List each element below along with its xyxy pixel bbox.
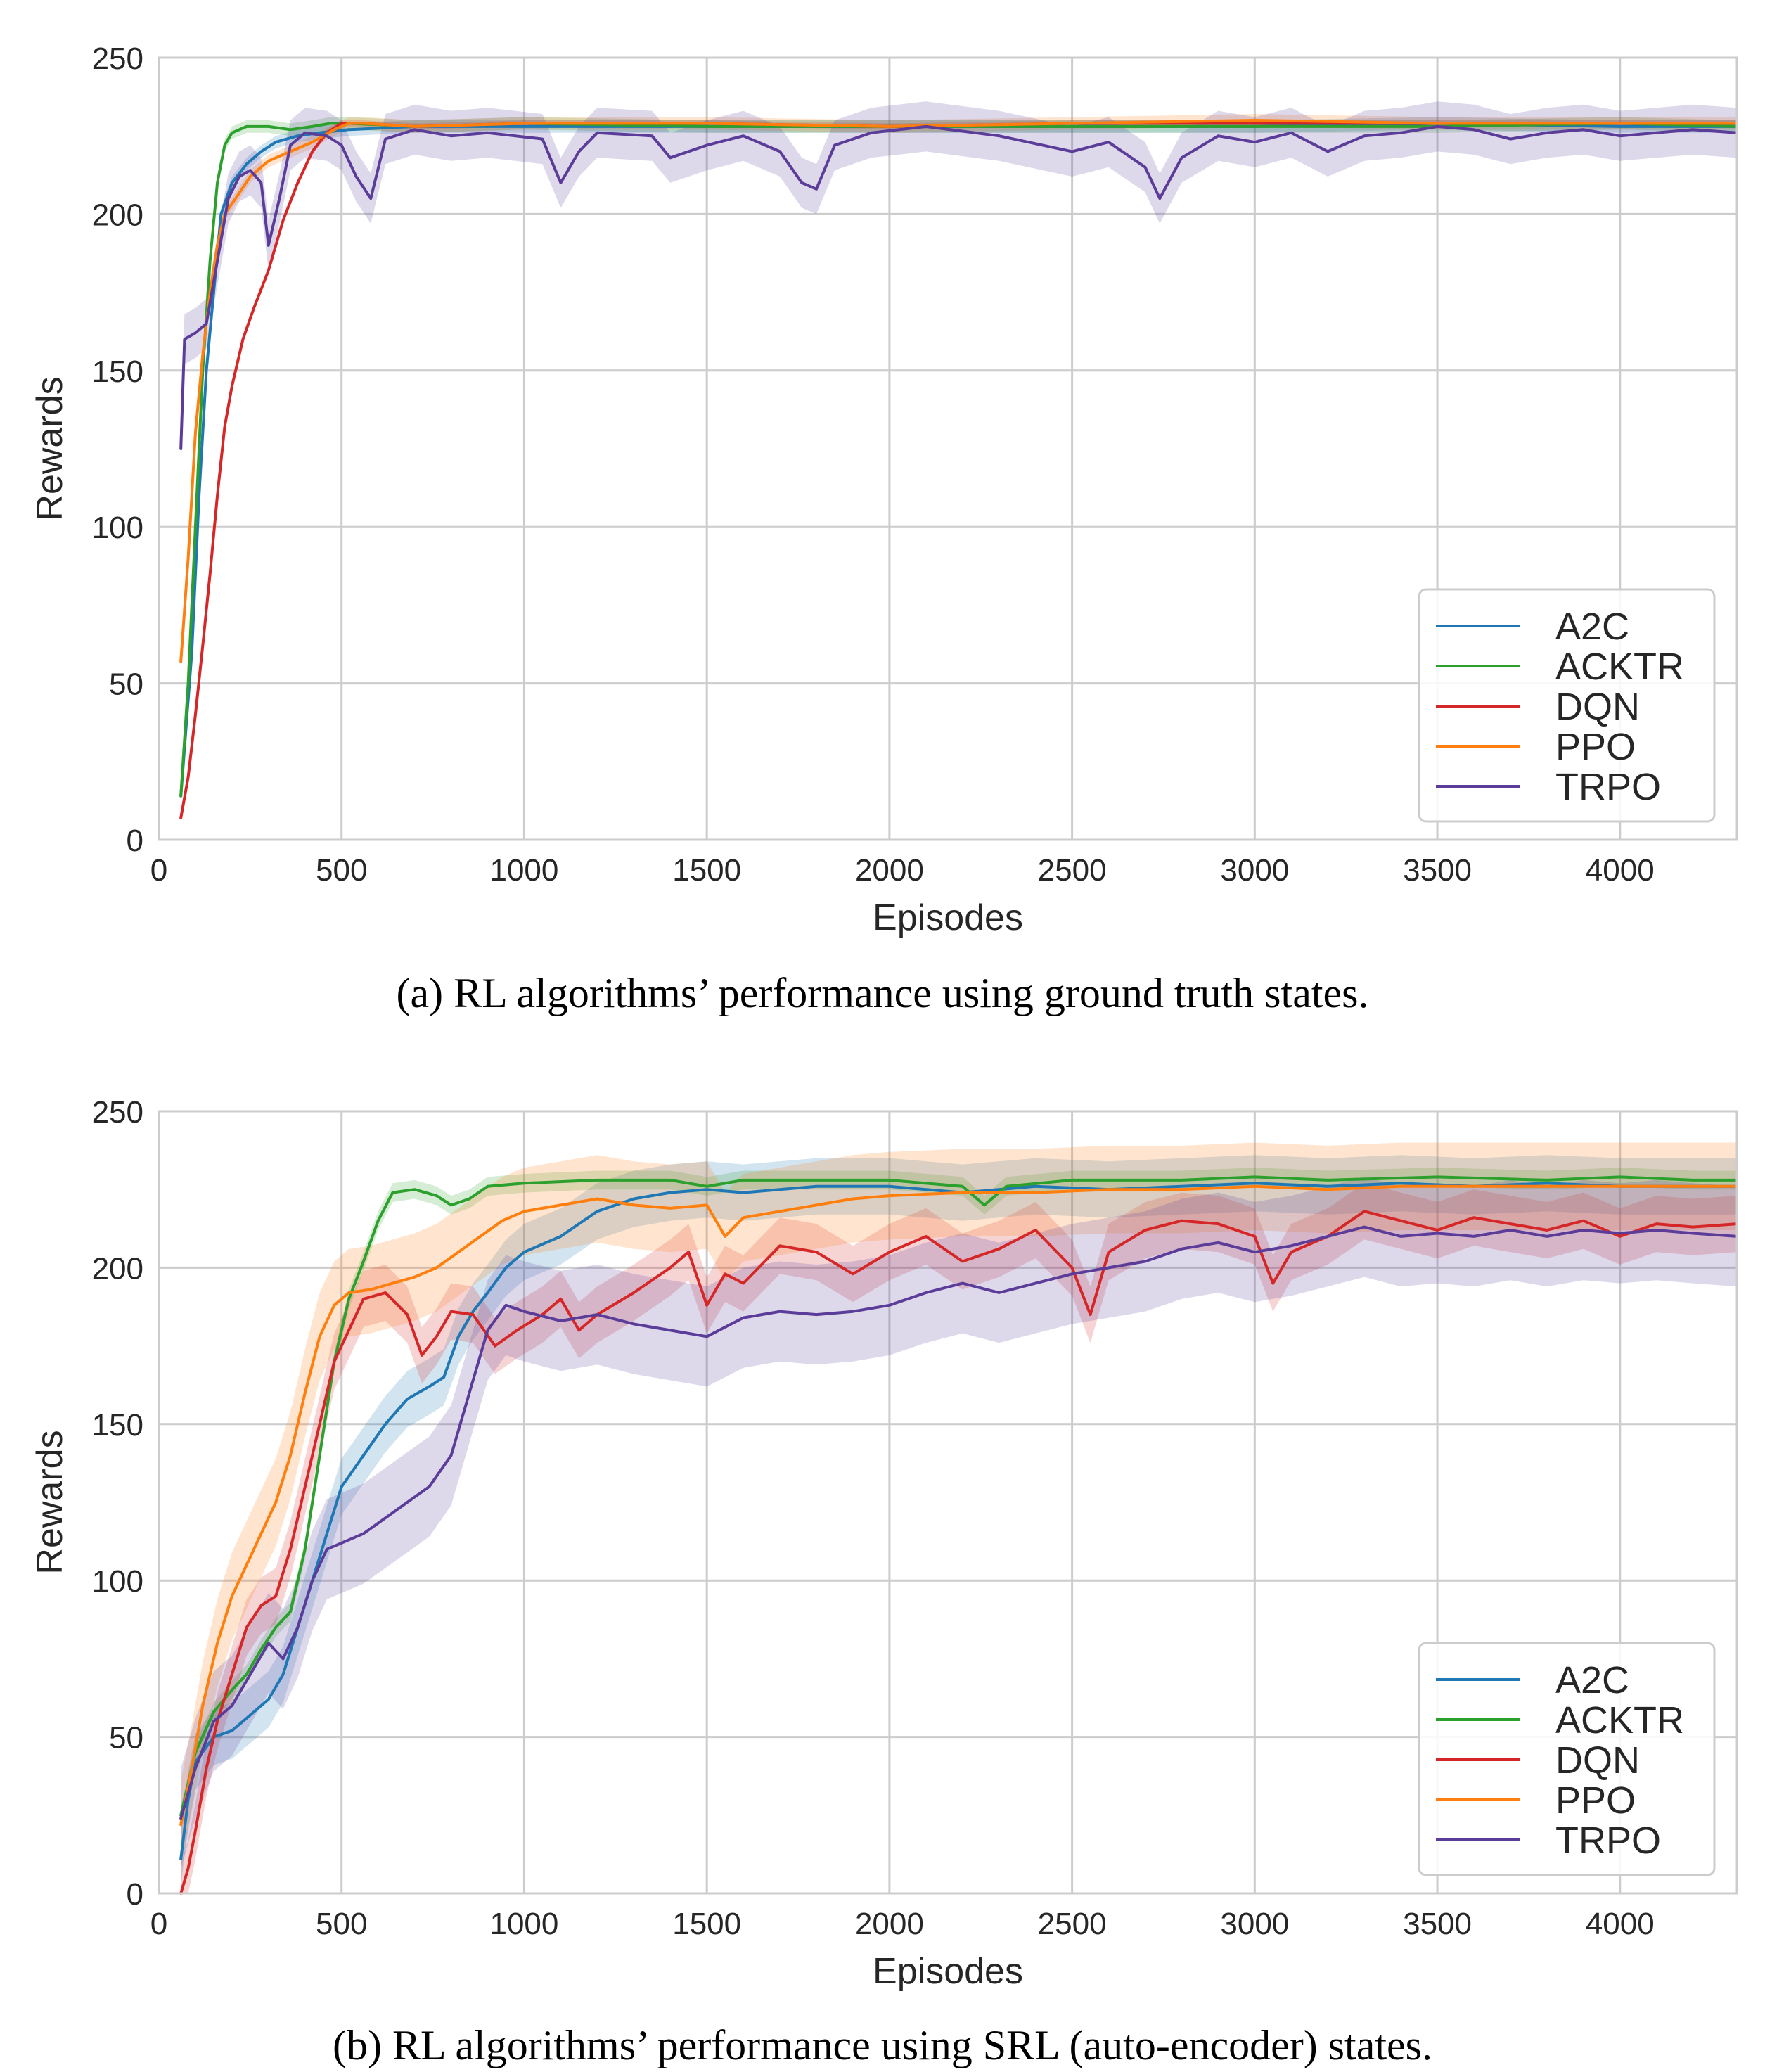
series-line-a2c (179, 1182, 1738, 1861)
x-tick-label: 1000 (489, 1907, 558, 1941)
lines-a (179, 119, 1738, 819)
series-line-dqn (179, 1210, 1738, 1895)
legend-label-ppo: PPO (1555, 1779, 1636, 1822)
legend-label-a2c: A2C (1555, 606, 1629, 648)
x-tick-label: 3500 (1403, 853, 1472, 888)
x-tick-label: 4000 (1586, 853, 1655, 888)
x-tick-label: 3500 (1403, 1907, 1472, 1941)
y-tick-label: 50 (109, 1721, 143, 1756)
y-tick-label: 150 (92, 1408, 143, 1443)
legend-box-b (1418, 1642, 1716, 1876)
y-tick-label: 0 (127, 1877, 143, 1912)
legend-label-dqn: DQN (1555, 686, 1640, 728)
x-tick-label: 2500 (1038, 853, 1107, 888)
y-tick-labels-b: 0 50 100 150 200 250 (92, 1095, 143, 1912)
y-tick-label: 250 (92, 1095, 143, 1130)
legend-label-dqn: DQN (1555, 1739, 1640, 1782)
lines-b (179, 1175, 1738, 1895)
x-tick-label: 500 (316, 1907, 367, 1941)
x-tick-label: 1500 (672, 853, 741, 888)
series-line-acktr (179, 122, 1738, 798)
x-tick-labels-b: 0 500 1000 1500 2000 2500 3000 3500 4000 (150, 1907, 1655, 1941)
x-tick-label: 0 (150, 1907, 167, 1941)
legend-label-acktr: ACKTR (1555, 1699, 1684, 1741)
x-tick-label: 1000 (489, 853, 558, 888)
legend-label-a2c: A2C (1555, 1659, 1629, 1701)
panel-b: 0 500 1000 1500 2000 2500 3000 3500 4000 0 50 100 1… (30, 1095, 1738, 2068)
y-tick-label: 250 (92, 41, 143, 76)
series-line-acktr (179, 1175, 1738, 1817)
x-tick-label: 3000 (1220, 853, 1289, 888)
legend-label-trpo: TRPO (1555, 766, 1661, 808)
x-tick-label: 1500 (672, 1907, 741, 1941)
panel-a: 0 500 1000 1500 2000 2500 3000 3500 4000 0 50 100 1… (30, 41, 1738, 1016)
y-tick-labels-a: 0 50 100 150 200 250 (92, 41, 143, 858)
y-tick-label: 200 (92, 1251, 143, 1286)
legend-label-acktr: ACKTR (1555, 646, 1684, 688)
y-axis-label-a: Rewards (30, 376, 70, 520)
legend-box-a (1418, 588, 1716, 823)
bands-b (181, 1142, 1738, 1893)
band-trpo (181, 101, 1738, 474)
y-tick-label: 100 (92, 1564, 143, 1599)
x-tick-label: 500 (316, 853, 367, 888)
y-tick-label: 150 (92, 354, 143, 389)
series-line-trpo (179, 1225, 1738, 1820)
y-tick-label: 50 (109, 667, 143, 702)
x-tick-label: 3000 (1220, 1907, 1289, 1941)
caption-b: (b) RL algorithms’ performance using SRL… (333, 2022, 1432, 2068)
series-line-ppo (179, 1184, 1738, 1827)
x-axis-label-b: Episodes (873, 1951, 1023, 1992)
plot-frame-a (158, 56, 1738, 841)
legend-label-ppo: PPO (1555, 726, 1636, 768)
x-tick-label: 0 (150, 853, 167, 888)
x-tick-labels-a: 0 500 1000 1500 2000 2500 3000 3500 4000 (150, 853, 1655, 888)
band-ppo (181, 1142, 1738, 1869)
band-trpo (181, 1177, 1738, 1869)
series-line-trpo (179, 124, 1738, 450)
x-tick-label: 2500 (1038, 1907, 1107, 1941)
bands-a (181, 101, 1738, 821)
y-tick-label: 200 (92, 198, 143, 232)
x-axis-label-a: Episodes (873, 897, 1023, 938)
x-tick-label: 4000 (1586, 1907, 1655, 1941)
legend-label-trpo: TRPO (1555, 1820, 1661, 1862)
y-tick-label: 0 (127, 824, 143, 858)
y-tick-label: 100 (92, 511, 143, 545)
x-tick-label: 2000 (855, 853, 924, 888)
plot-frame-b (158, 1110, 1738, 1895)
x-tick-label: 2000 (855, 1907, 924, 1941)
caption-a: (a) RL algorithms’ performance using gro… (397, 970, 1369, 1016)
y-axis-label-b: Rewards (30, 1430, 70, 1574)
